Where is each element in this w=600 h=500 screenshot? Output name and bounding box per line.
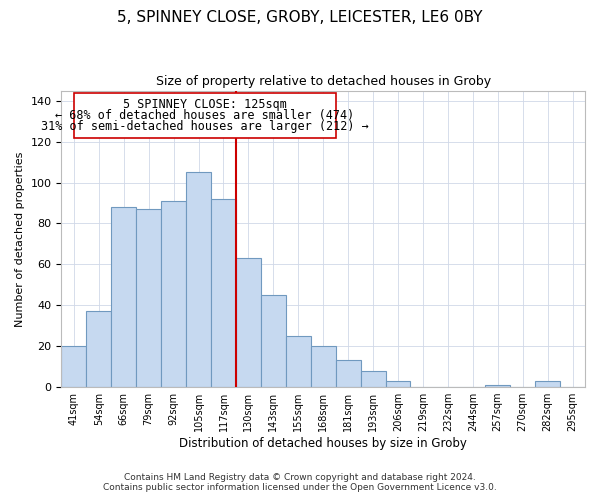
Bar — [386, 381, 410, 387]
Bar — [535, 381, 560, 387]
Text: 31% of semi-detached houses are larger (212) →: 31% of semi-detached houses are larger (… — [41, 120, 369, 133]
Bar — [111, 207, 136, 387]
Bar — [186, 172, 211, 387]
Bar — [485, 385, 510, 387]
Text: 5 SPINNEY CLOSE: 125sqm: 5 SPINNEY CLOSE: 125sqm — [123, 98, 287, 110]
Bar — [161, 201, 186, 387]
X-axis label: Distribution of detached houses by size in Groby: Distribution of detached houses by size … — [179, 437, 467, 450]
FancyBboxPatch shape — [74, 92, 335, 138]
Y-axis label: Number of detached properties: Number of detached properties — [15, 151, 25, 326]
Bar — [211, 199, 236, 387]
Text: 5, SPINNEY CLOSE, GROBY, LEICESTER, LE6 0BY: 5, SPINNEY CLOSE, GROBY, LEICESTER, LE6 … — [117, 10, 483, 25]
Title: Size of property relative to detached houses in Groby: Size of property relative to detached ho… — [155, 75, 491, 88]
Bar — [261, 295, 286, 387]
Text: Contains HM Land Registry data © Crown copyright and database right 2024.
Contai: Contains HM Land Registry data © Crown c… — [103, 473, 497, 492]
Bar — [361, 370, 386, 387]
Bar — [61, 346, 86, 387]
Bar — [236, 258, 261, 387]
Bar — [136, 209, 161, 387]
Bar — [311, 346, 335, 387]
Bar — [335, 360, 361, 387]
Bar — [286, 336, 311, 387]
Bar — [86, 312, 111, 387]
Text: ← 68% of detached houses are smaller (474): ← 68% of detached houses are smaller (47… — [55, 109, 355, 122]
